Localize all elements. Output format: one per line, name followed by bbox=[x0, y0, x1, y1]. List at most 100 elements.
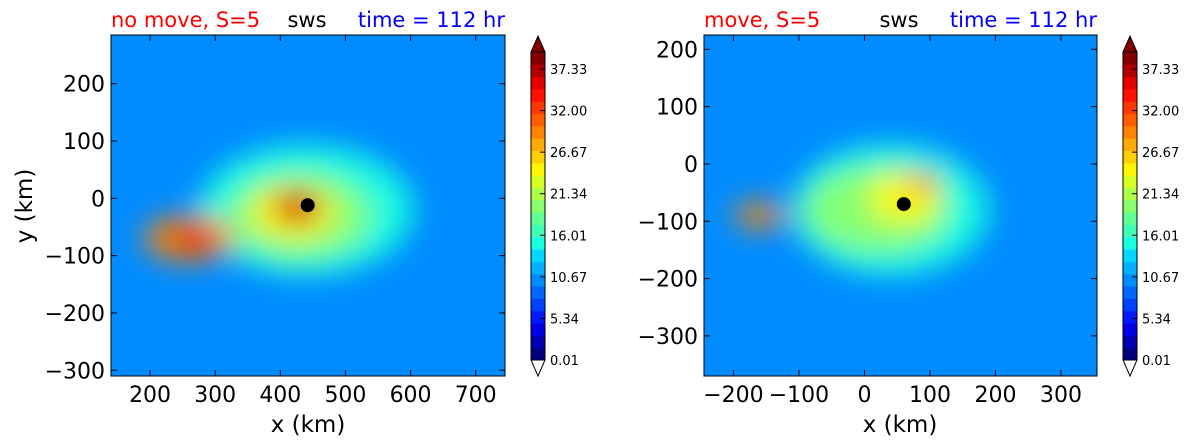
y-tick-label: −100 bbox=[638, 210, 698, 235]
colorbar-segment bbox=[531, 76, 545, 90]
colorbar-segment bbox=[531, 187, 545, 201]
colorbar-segment bbox=[531, 212, 545, 225]
colorbar-right: 37.33 32.00 26.67 21.34 16.01 10.67 5.34 0.01 bbox=[1122, 34, 1179, 378]
axes-frame-left bbox=[110, 34, 506, 377]
panel-left: 200 300 400 500 600 700 200 100 0 −100 −200 −300 no… bbox=[12, 8, 506, 438]
x-tick-label: 100 bbox=[909, 383, 951, 408]
colorbar-segment bbox=[1123, 88, 1137, 102]
colorbar-segment bbox=[1123, 224, 1137, 238]
colorbar-segment bbox=[1123, 347, 1137, 361]
title-center-text: sws bbox=[287, 8, 326, 32]
colorbar-extend-bottom bbox=[530, 359, 546, 378]
x-tick-label: 500 bbox=[324, 383, 366, 408]
colorbar-segment bbox=[531, 175, 545, 189]
colorbar-tick-label: 21.34 bbox=[1142, 188, 1179, 203]
field-left bbox=[111, 35, 505, 376]
y-tick-label: 200 bbox=[656, 38, 698, 63]
colorbar-extend-bottom bbox=[1122, 359, 1138, 378]
x-tick-label: −100 bbox=[769, 383, 829, 408]
colorbar-segment bbox=[531, 113, 545, 127]
storm-center-marker bbox=[896, 197, 911, 212]
field-right bbox=[704, 35, 1097, 376]
colorbar-tick-label: 16.01 bbox=[550, 229, 587, 244]
field-blob bbox=[174, 225, 217, 252]
colorbar-segment bbox=[531, 347, 545, 361]
colorbar-segment bbox=[1123, 101, 1137, 115]
colorbar-segment bbox=[531, 150, 545, 164]
colorbar-segment bbox=[1123, 175, 1137, 189]
colorbar-segment bbox=[1123, 150, 1137, 164]
colorbar-segment bbox=[531, 298, 545, 312]
colorbar-segment bbox=[1123, 261, 1137, 275]
colorbar-segment bbox=[1123, 298, 1137, 312]
colorbar-segment bbox=[531, 335, 545, 349]
colorbar-segment bbox=[1123, 323, 1137, 336]
colorbar-segment bbox=[531, 52, 545, 65]
colorbar-segment bbox=[1123, 162, 1137, 176]
colorbar-segment bbox=[531, 273, 545, 287]
y-tick-label: 0 bbox=[91, 187, 105, 212]
colorbar-frame bbox=[530, 51, 546, 361]
colorbar-tick-label: 10.67 bbox=[550, 271, 587, 286]
colorbar-left: 37.33 32.00 26.67 21.34 16.01 10.67 5.34 0.01 bbox=[530, 34, 587, 378]
colorbar-segment bbox=[1123, 249, 1137, 262]
colorbar-segment bbox=[1123, 199, 1137, 213]
title-right-text: time = 112 hr bbox=[950, 8, 1097, 32]
x-tick-label: 300 bbox=[1040, 383, 1082, 408]
colorbar-segment bbox=[1123, 273, 1137, 287]
y-tick-label: 0 bbox=[684, 153, 698, 178]
field-blob bbox=[907, 172, 940, 190]
y-tick-label: 100 bbox=[656, 96, 698, 121]
colorbar-frame bbox=[1122, 51, 1138, 361]
y-tick-label: −300 bbox=[638, 325, 698, 350]
colorbar-segment bbox=[1123, 52, 1137, 65]
colorbar-segment bbox=[531, 310, 545, 324]
colorbar-tick-label: 5.34 bbox=[1142, 312, 1171, 327]
colorbar-segment bbox=[1123, 64, 1137, 78]
x-tick-label: 600 bbox=[390, 383, 432, 408]
axes-frame-right bbox=[703, 34, 1098, 377]
y-tick-label: −100 bbox=[45, 245, 105, 270]
colorbar-tick-label: 26.67 bbox=[1142, 146, 1179, 161]
colorbar-extend-top bbox=[530, 34, 546, 53]
colorbar-tick-label: 5.34 bbox=[550, 312, 579, 327]
colorbar-segment bbox=[1123, 76, 1137, 90]
colorbar-tick-label: 21.34 bbox=[550, 188, 587, 203]
colorbar-segment bbox=[1123, 286, 1137, 299]
colorbar-segment bbox=[531, 261, 545, 275]
colorbar-segment bbox=[531, 236, 545, 250]
colorbar-segment bbox=[531, 162, 545, 176]
field-blob bbox=[733, 202, 786, 229]
colorbar-tick-label: 16.01 bbox=[1142, 229, 1179, 244]
colorbar-segment bbox=[531, 64, 545, 78]
colorbar-segment bbox=[1123, 138, 1137, 152]
title-left-text: no move, S=5 bbox=[111, 8, 260, 32]
colorbar-segment bbox=[1123, 113, 1137, 127]
colorbar-tick-label: 0.01 bbox=[550, 354, 579, 369]
storm-center-marker bbox=[300, 198, 315, 213]
title-left-text: move, S=5 bbox=[704, 8, 820, 32]
colorbar-segment bbox=[531, 125, 545, 139]
x-tick-label: 300 bbox=[194, 383, 236, 408]
colorbar-segment bbox=[531, 88, 545, 102]
x-axis-label-left: x (km) bbox=[271, 412, 346, 438]
y-tick-label: 200 bbox=[63, 73, 105, 98]
colorbar-segment bbox=[1123, 125, 1137, 139]
x-tick-label: 700 bbox=[455, 383, 497, 408]
colorbar-segment bbox=[1123, 335, 1137, 349]
colorbar-segment bbox=[1123, 212, 1137, 225]
colorbar-tick-label: 37.33 bbox=[550, 63, 587, 78]
y-tick-label: −200 bbox=[638, 268, 698, 293]
colorbar-segment bbox=[1123, 310, 1137, 324]
colorbar-tick-label: 32.00 bbox=[550, 105, 587, 120]
colorbar-segment bbox=[531, 224, 545, 238]
colorbar-extend-top bbox=[1122, 34, 1138, 53]
colorbar-segment bbox=[1123, 187, 1137, 201]
ticks-left: 200 300 400 500 600 700 200 100 0 −100 −200 −300 bbox=[45, 35, 505, 408]
colorbar-tick-label: 26.67 bbox=[550, 146, 587, 161]
colorbar-tick-label: 37.33 bbox=[1142, 63, 1179, 78]
colorbar-segment bbox=[531, 249, 545, 262]
